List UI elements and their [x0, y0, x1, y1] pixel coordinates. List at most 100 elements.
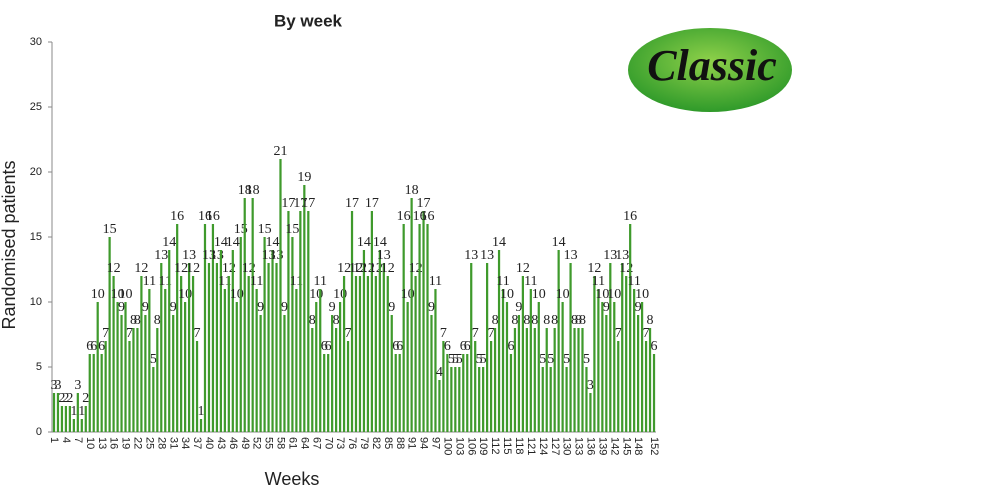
value-label: 12: [381, 261, 395, 276]
bar: [80, 419, 83, 432]
value-label: 14: [226, 235, 240, 250]
value-label: 6: [444, 339, 451, 354]
bar: [231, 250, 234, 432]
value-label: 5: [583, 352, 590, 367]
logo-text: Classic: [647, 41, 777, 90]
x-tick-label: 79: [358, 437, 370, 449]
bar: [430, 315, 433, 432]
bar: [406, 302, 409, 432]
value-label: 15: [258, 222, 272, 237]
value-label: 1: [70, 404, 77, 419]
x-tick-label: 152: [648, 437, 660, 455]
value-label: 17: [365, 196, 379, 211]
bar: [132, 328, 135, 432]
value-label: 5: [448, 352, 455, 367]
value-label: 2: [58, 391, 65, 406]
bar: [295, 289, 298, 432]
value-label: 7: [615, 326, 622, 341]
value-label: 8: [575, 313, 582, 328]
value-label: 8: [531, 313, 538, 328]
x-tick-label: 82: [370, 437, 382, 449]
x-tick-label: 127: [549, 437, 561, 455]
bar: [350, 211, 354, 432]
bar: [255, 289, 258, 432]
value-label: 17: [417, 196, 431, 211]
bar: [331, 315, 334, 432]
value-label: 8: [154, 313, 161, 328]
bar: [362, 250, 366, 432]
bar: [211, 224, 215, 432]
bar: [593, 276, 596, 432]
value-label: 8: [579, 313, 586, 328]
x-tick-label: 130: [561, 437, 573, 455]
value-label: 6: [98, 339, 105, 354]
value-label: 6: [325, 339, 332, 354]
x-tick-label: 64: [298, 437, 310, 449]
x-tick-label: 118: [513, 437, 525, 455]
bar: [374, 276, 377, 432]
bar: [346, 341, 350, 432]
bar: [279, 159, 282, 432]
x-tick-label: 91: [406, 437, 418, 449]
bar: [100, 354, 103, 432]
bar: [283, 315, 286, 432]
value-label: 11: [313, 274, 326, 289]
x-tick-label: 1: [48, 437, 60, 443]
value-label: 2: [82, 391, 89, 406]
value-label: 8: [134, 313, 141, 328]
value-label: 12: [134, 261, 148, 276]
value-label: 6: [651, 339, 658, 354]
bar: [486, 263, 489, 432]
bar: [613, 302, 616, 432]
value-label: 16: [623, 209, 637, 224]
value-label: 16: [421, 209, 435, 224]
value-label: 8: [523, 313, 530, 328]
bar: [223, 289, 226, 432]
value-label: 13: [154, 248, 168, 263]
bar: [148, 289, 151, 432]
value-label: 12: [516, 261, 530, 276]
bar: [549, 367, 552, 432]
bar: [112, 276, 115, 432]
bar: [454, 367, 457, 432]
bar: [191, 276, 195, 432]
value-label: 21: [273, 144, 287, 159]
chart-title: By week: [274, 11, 343, 30]
value-label: 12: [186, 261, 200, 276]
value-label: 12: [174, 261, 188, 276]
x-tick-label: 49: [239, 437, 251, 449]
bar: [378, 250, 381, 432]
bar: [370, 211, 373, 432]
value-label: 7: [488, 326, 495, 341]
value-label: 15: [103, 222, 117, 237]
x-tick-label: 115: [501, 437, 513, 455]
bar: [446, 354, 449, 432]
value-label: 10: [556, 287, 570, 302]
x-tick-label: 142: [608, 437, 620, 455]
bar: [533, 328, 536, 432]
x-tick-label: 124: [537, 437, 549, 455]
bar: [184, 302, 187, 432]
value-label: 8: [130, 313, 137, 328]
x-tick-label: 28: [155, 437, 167, 449]
bar: [96, 302, 99, 432]
x-tick-label: 22: [132, 437, 144, 449]
x-tick-label: 55: [263, 437, 275, 449]
value-label: 14: [357, 235, 371, 250]
bar: [140, 276, 143, 432]
bar: [442, 341, 445, 432]
bar: [589, 393, 592, 432]
bar: [489, 341, 493, 432]
x-tick-label: 94: [418, 437, 430, 449]
bar: [104, 341, 107, 432]
bar: [482, 367, 485, 432]
x-tick-label: 10: [84, 437, 96, 449]
value-label: 10: [500, 287, 514, 302]
x-tick-label: 70: [322, 437, 334, 449]
bar: [307, 211, 310, 432]
x-tick-label: 37: [191, 437, 203, 449]
bar: [203, 224, 207, 432]
bar: [358, 276, 362, 432]
bar: [390, 315, 393, 432]
